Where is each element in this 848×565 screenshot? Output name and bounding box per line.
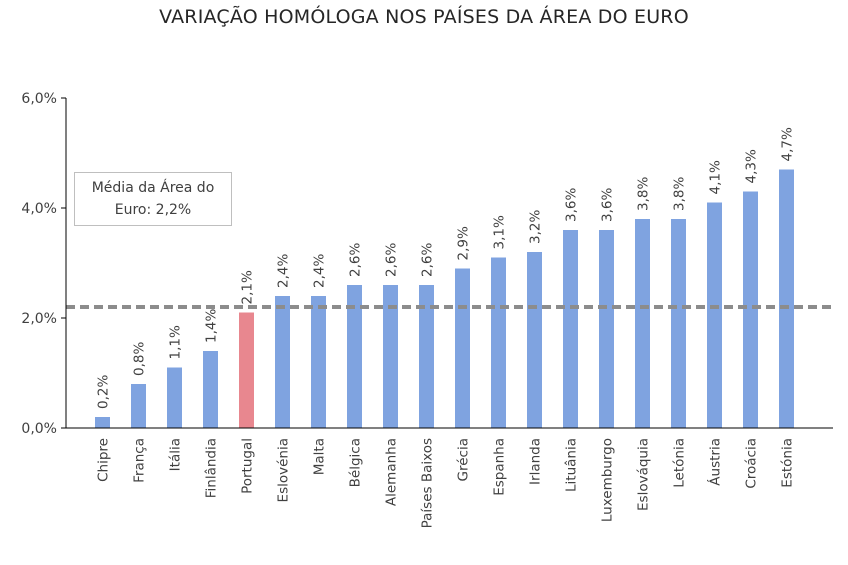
data-label: 4,3% [744, 149, 760, 183]
data-label: 0,2% [96, 375, 112, 409]
x-tick-label: Portugal [240, 438, 256, 494]
x-tick-label: Malta [312, 438, 328, 475]
x-tick-label: Estónia [780, 438, 796, 488]
bar-eslováquia [635, 219, 650, 428]
bar-luxemburgo [599, 230, 614, 428]
y-tick-label: 6,0% [21, 91, 57, 107]
data-label: 4,1% [708, 160, 724, 194]
data-label: 4,7% [780, 127, 796, 161]
data-label: 3,6% [600, 188, 616, 222]
x-tick-label: Chipre [96, 438, 112, 482]
x-tick-label: Eslovénia [276, 438, 292, 502]
average-label-line1: Média da Área do [91, 180, 215, 196]
bar-bélgica [347, 285, 362, 428]
x-tick-label: Bélgica [348, 438, 364, 487]
bar-países-baixos [419, 285, 434, 428]
x-tick-label: Países Baixos [420, 438, 436, 528]
x-tick-label: Áustria [707, 438, 724, 486]
bar-finlândia [203, 351, 218, 428]
x-tick-label: Itália [168, 438, 184, 471]
y-tick-label: 2,0% [21, 311, 57, 327]
bar-estónia [779, 169, 794, 428]
data-label: 2,6% [384, 243, 400, 277]
bar-espanha [491, 257, 506, 428]
y-tick-label: 4,0% [21, 201, 57, 217]
bar-alemanha [383, 285, 398, 428]
x-tick-label: Irlanda [528, 438, 544, 485]
bar-irlanda [527, 252, 542, 428]
bar-frança [131, 384, 146, 428]
x-tick-label: Alemanha [384, 438, 400, 506]
y-tick-label: 0,0% [21, 421, 57, 437]
data-label: 2,6% [348, 243, 364, 277]
x-tick-label: Espanha [492, 438, 508, 496]
data-label: 3,6% [564, 188, 580, 222]
data-label: 2,1% [240, 270, 256, 304]
data-label: 3,2% [528, 210, 544, 244]
bar-lituânia [563, 230, 578, 428]
x-tick-label: França [132, 438, 148, 483]
bar-grécia [455, 268, 470, 428]
x-tick-label: Eslováquia [636, 438, 652, 511]
bar-malta [311, 296, 326, 428]
x-tick-label: Luxemburgo [600, 438, 616, 522]
x-tick-label: Finlândia [204, 438, 220, 498]
average-annotation: Média da Área do Euro: 2,2% [74, 172, 232, 226]
bar-áustria [707, 202, 722, 428]
data-label: 2,9% [456, 226, 472, 260]
data-label: 3,8% [672, 177, 688, 211]
bar-chipre [95, 417, 110, 428]
x-tick-label: Letónia [672, 438, 688, 488]
bar-croácia [743, 191, 758, 428]
data-label: 1,1% [168, 325, 184, 359]
x-tick-label: Croácia [744, 438, 760, 489]
bar-letónia [671, 219, 686, 428]
bar-eslovénia [275, 296, 290, 428]
data-label: 2,4% [312, 254, 328, 288]
x-tick-label: Grécia [456, 438, 472, 481]
bar-portugal [239, 312, 254, 428]
average-label-line2: Euro: 2,2% [114, 202, 192, 218]
data-label: 3,8% [636, 177, 652, 211]
data-label: 2,6% [420, 243, 436, 277]
data-label: 0,8% [132, 342, 148, 376]
data-label: 1,4% [204, 309, 220, 343]
x-tick-label: Lituânia [564, 438, 580, 492]
data-label: 3,1% [492, 215, 508, 249]
chart-title: VARIAÇÃO HOMÓLOGA NOS PAÍSES DA ÁREA DO … [159, 6, 689, 28]
data-label: 2,4% [276, 254, 292, 288]
bar-itália [167, 367, 182, 428]
